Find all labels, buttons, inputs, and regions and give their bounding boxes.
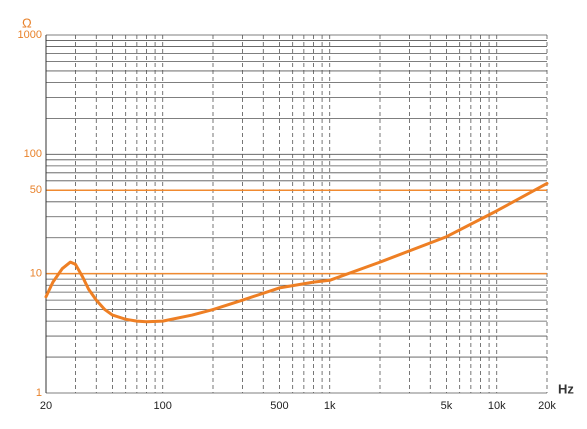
x-tick-label: 5k <box>441 400 453 412</box>
x-tick-label: 20 <box>40 400 52 412</box>
impedance-curve <box>44 181 549 324</box>
x-tick-label: 10k <box>488 400 506 412</box>
y-tick-label: 10 <box>30 268 42 280</box>
y-tick-label: 100 <box>24 148 42 160</box>
y-tick-label: 1000 <box>18 29 42 41</box>
y-tick-label: 1 <box>36 387 42 399</box>
y-axis-label: Ω <box>22 15 32 30</box>
y-tick-label: 50 <box>30 184 42 196</box>
x-tick-label: 100 <box>154 400 172 412</box>
x-axis-label: Hz <box>558 381 574 396</box>
x-tick-label: 1k <box>324 400 336 412</box>
x-tick-label: 20k <box>538 400 556 412</box>
x-tick-label: 500 <box>270 400 288 412</box>
